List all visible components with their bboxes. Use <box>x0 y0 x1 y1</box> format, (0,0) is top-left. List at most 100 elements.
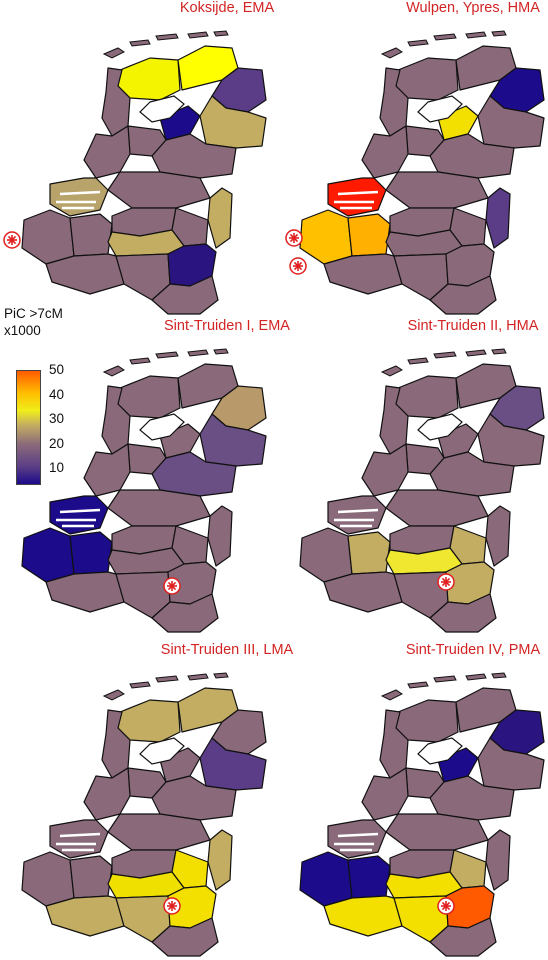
legend-tick-50: 50 <box>49 362 65 377</box>
region-nbrabant <box>385 489 489 527</box>
map-panel-wulpen-ypres: Wulpen, Ypres, HMA <box>278 0 548 315</box>
region-luxembourg <box>429 593 497 633</box>
panel-title: Sint-Truiden IV, PMA <box>405 642 541 658</box>
legend-subtitle: x1000 <box>4 323 41 338</box>
zeeland-waterways <box>56 832 101 852</box>
legend-title: PiC >7cM <box>4 306 63 321</box>
wadden-islands <box>102 672 229 701</box>
sample-site-marker <box>3 231 21 249</box>
region-nbrabant <box>385 171 489 209</box>
region-zuidholland <box>83 767 131 821</box>
panel-title: Sint-Truiden III, LMA <box>160 642 294 658</box>
legend-tick-10: 10 <box>49 460 65 475</box>
region-gelderland <box>429 775 515 821</box>
map-panel-koksijde: Koksijde, EMA <box>0 0 274 315</box>
sample-site-marker <box>163 577 181 595</box>
region-limburgnl <box>485 829 511 891</box>
panel-title: Koksijde, EMA <box>179 0 275 16</box>
zeeland-waterways <box>334 190 379 210</box>
region-limburgnl <box>485 505 511 567</box>
wadden-islands <box>102 30 229 59</box>
region-luxembourg <box>429 275 497 315</box>
wadden-islands <box>380 30 507 59</box>
region-westvl <box>299 851 353 907</box>
map-panel-sint-truiden-1: Sint-Truiden I, EMA <box>0 318 290 633</box>
ijsselmeer-lake <box>417 95 463 123</box>
sample-site-marker <box>289 257 307 275</box>
legend-tick-20: 20 <box>49 436 65 451</box>
map-svg <box>285 30 545 315</box>
ijsselmeer-lake <box>139 95 185 123</box>
wadden-islands <box>102 348 229 377</box>
region-gelderland <box>429 133 515 179</box>
region-gelderland <box>151 451 237 497</box>
map-panel-sint-truiden-2: Sint-Truiden II, HMA <box>278 318 548 633</box>
map-panel-sint-truiden-4: Sint-Truiden IV, PMA <box>278 642 548 957</box>
region-nbrabant <box>385 813 489 851</box>
map-svg <box>3 30 267 315</box>
region-oostvl <box>69 855 113 899</box>
region-oostvl <box>347 531 391 575</box>
region-gelderland <box>429 451 515 497</box>
region-luxembourg <box>151 275 219 315</box>
ijsselmeer-lake <box>139 737 185 765</box>
region-friesland <box>395 699 459 743</box>
region-westvl <box>21 209 75 265</box>
region-zuidholland <box>361 767 409 821</box>
region-zuidholland <box>361 443 409 497</box>
panel-title: Wulpen, Ypres, HMA <box>406 0 540 16</box>
region-westvl <box>299 527 353 583</box>
sample-site-marker <box>285 229 303 247</box>
map-panel-sint-truiden-3: Sint-Truiden III, LMA <box>0 642 293 957</box>
region-luxembourg <box>151 593 219 633</box>
ijsselmeer-lake <box>417 737 463 765</box>
region-nbrabant <box>107 813 211 851</box>
map-svg <box>21 672 267 957</box>
region-westvl <box>21 527 75 583</box>
region-zuidholland <box>83 125 131 179</box>
region-zeeland <box>49 819 109 859</box>
region-limburgnl <box>207 187 233 249</box>
region-westvl <box>299 209 353 265</box>
region-oostvl <box>69 531 113 575</box>
ijsselmeer-lake <box>417 413 463 441</box>
sample-site-marker <box>163 897 181 915</box>
panel-title: Sint-Truiden II, HMA <box>407 318 539 334</box>
region-friesland <box>395 57 459 101</box>
region-zeeland <box>49 495 109 535</box>
region-limburgnl <box>485 187 511 249</box>
region-zeeland <box>327 495 387 535</box>
region-zeeland <box>327 177 387 217</box>
panel-title: Sint-Truiden I, EMA <box>164 318 290 334</box>
region-zuidholland <box>361 125 409 179</box>
region-zeeland <box>49 177 109 217</box>
sample-site-marker <box>437 897 455 915</box>
zeeland-waterways <box>334 832 379 852</box>
legend-tick-30: 30 <box>49 411 65 426</box>
region-friesland <box>117 57 181 101</box>
region-limburgnl <box>207 505 233 567</box>
wadden-islands <box>380 348 507 377</box>
region-oostvl <box>347 855 391 899</box>
color-legend: PiC >7cM x1000 50 40 30 20 10 <box>4 305 114 495</box>
region-limburgnl <box>207 829 233 891</box>
zeeland-waterways <box>56 190 101 210</box>
region-nbrabant <box>107 171 211 209</box>
region-friesland <box>117 699 181 743</box>
wadden-islands <box>380 672 507 701</box>
ijsselmeer-lake <box>139 413 185 441</box>
region-oostvl <box>347 213 391 257</box>
region-oostvl <box>69 213 113 257</box>
legend-color-bar <box>16 370 41 485</box>
region-gelderland <box>151 775 237 821</box>
sample-site-marker <box>437 573 455 591</box>
map-svg <box>299 672 545 957</box>
region-nbrabant <box>107 489 211 527</box>
region-gelderland <box>151 133 237 179</box>
region-friesland <box>395 375 459 419</box>
map-svg <box>299 348 545 633</box>
region-zuidholland <box>83 443 131 497</box>
region-westvl <box>21 851 75 907</box>
map-svg <box>21 348 267 633</box>
zeeland-waterways <box>56 508 101 528</box>
